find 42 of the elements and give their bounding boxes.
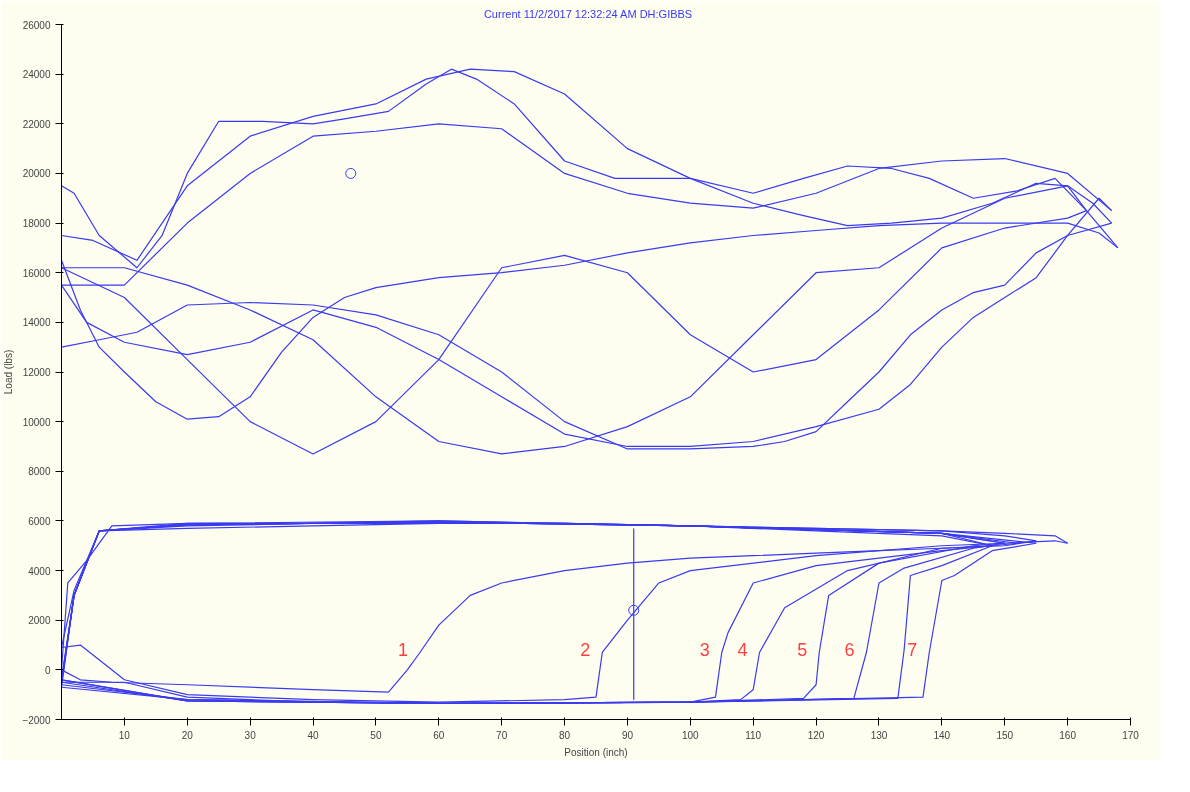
x-tick-label: 50 bbox=[370, 729, 382, 741]
x-tick-label: 160 bbox=[1059, 729, 1077, 741]
y-axis-title: Load (lbs) bbox=[3, 349, 15, 395]
y-tick-label: 4000 bbox=[28, 565, 51, 577]
y-tick-label: 20000 bbox=[22, 168, 51, 180]
annotation: 2 bbox=[580, 640, 591, 661]
y-tick-label: 6000 bbox=[28, 515, 51, 527]
x-tick-label: 110 bbox=[745, 729, 762, 741]
annotation: 4 bbox=[737, 640, 748, 661]
y-tick-label: 16000 bbox=[22, 267, 51, 279]
y-tick-label: 26000 bbox=[22, 19, 51, 31]
y-tick-label: 22000 bbox=[22, 118, 51, 130]
y-tick-label: 2000 bbox=[28, 615, 51, 627]
y-tick-label: 8000 bbox=[28, 466, 51, 478]
x-tick-label: 40 bbox=[307, 729, 320, 741]
x-tick-label: 20 bbox=[181, 729, 194, 741]
y-tick-label: 24000 bbox=[22, 69, 51, 81]
x-tick-label: 170 bbox=[1122, 729, 1140, 741]
y-tick-label: 18000 bbox=[22, 218, 51, 230]
annotation: 5 bbox=[797, 640, 808, 661]
x-tick-label: 120 bbox=[807, 729, 825, 741]
chart-title: Current 11/2/2017 12:32:24 AM DH:GIBBS bbox=[483, 7, 693, 20]
x-tick-label: 100 bbox=[681, 729, 700, 741]
annotation: 1 bbox=[397, 640, 408, 661]
x-tick-label: 80 bbox=[559, 729, 571, 741]
x-tick-label: 90 bbox=[621, 729, 634, 741]
x-tick-label: 30 bbox=[244, 729, 257, 741]
y-tick-label: 0 bbox=[44, 664, 51, 676]
y-tick-label: 10000 bbox=[22, 416, 51, 428]
annotation: 6 bbox=[844, 640, 855, 661]
x-tick-label: 10 bbox=[118, 729, 131, 741]
x-tick-label: 130 bbox=[870, 729, 888, 741]
y-tick-label: 14000 bbox=[22, 317, 51, 329]
y-tick-label: −2000 bbox=[22, 714, 51, 726]
annotation: 7 bbox=[907, 640, 918, 661]
y-tick-label: 12000 bbox=[22, 367, 51, 378]
x-tick-label: 150 bbox=[996, 729, 1014, 741]
x-tick-label: 70 bbox=[496, 729, 508, 741]
annotation: 3 bbox=[699, 640, 710, 661]
x-tick-label: 140 bbox=[933, 729, 951, 741]
x-axis-title: Position (inch) bbox=[564, 746, 628, 758]
x-tick-label: 60 bbox=[433, 729, 445, 741]
